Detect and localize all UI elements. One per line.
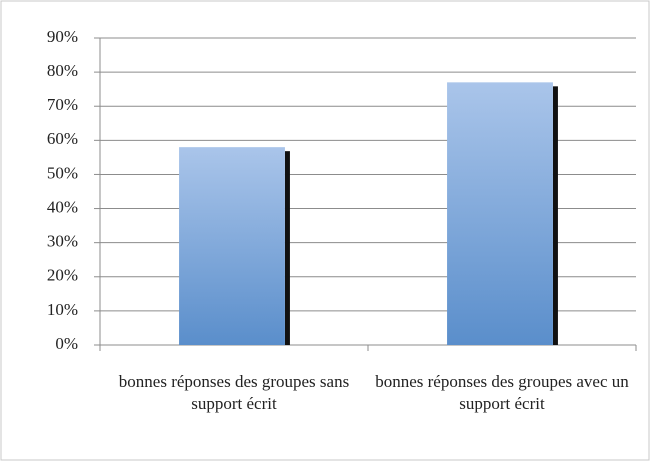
y-tick-label: 80% (47, 61, 78, 80)
y-tick-label: 30% (47, 232, 78, 251)
y-tick-label: 60% (47, 129, 78, 148)
bar-shadow (284, 151, 290, 345)
y-tick-label: 20% (47, 266, 78, 285)
y-tick-label: 50% (47, 163, 78, 182)
y-tick-label: 40% (47, 197, 78, 216)
x-tick-label: bonnes réponses des groupes sans support… (118, 372, 350, 413)
y-tick-label: 70% (47, 95, 78, 114)
bar (179, 147, 285, 345)
y-tick-label: 90% (47, 27, 78, 46)
bar (447, 82, 553, 345)
bar-shadow (552, 86, 558, 345)
y-tick-label: 0% (55, 334, 78, 353)
y-tick-label: 10% (47, 300, 78, 319)
x-tick-label: bonnes réponses des groupes avec un supp… (375, 372, 629, 413)
